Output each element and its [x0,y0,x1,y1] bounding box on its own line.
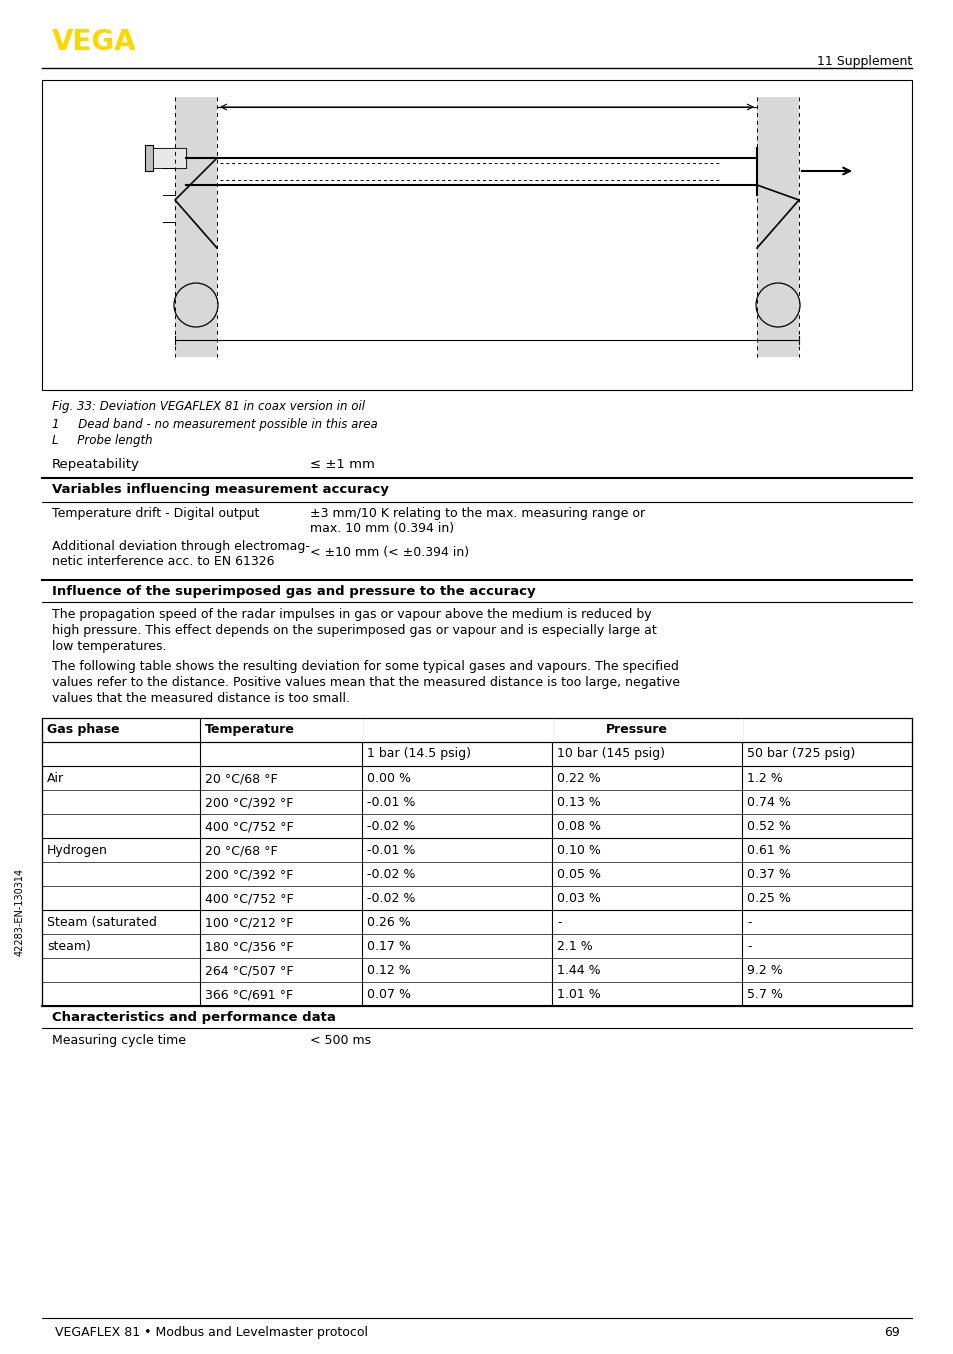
Text: VEGA: VEGA [52,28,136,56]
Bar [174,97,216,357]
Text: values refer to the distance. Positive values mean that the measured distance is: values refer to the distance. Positive v… [52,676,679,689]
Text: 69: 69 [883,1326,899,1339]
Text: low temperatures.: low temperatures. [52,640,167,653]
Text: steam): steam) [47,940,91,953]
Bar [148,148,186,168]
Text: Repeatability: Repeatability [52,458,140,471]
Text: Influence of the superimposed gas and pressure to the accuracy: Influence of the superimposed gas and pr… [52,585,535,598]
Text: 400 °C/752 °F: 400 °C/752 °F [205,892,294,904]
Text: 0.37 %: 0.37 % [746,868,790,881]
Text: Temperature drift - Digital output: Temperature drift - Digital output [52,506,259,520]
Bar [757,97,799,357]
Text: ≤ ±1 mm: ≤ ±1 mm [310,458,375,471]
Text: 180 °C/356 °F: 180 °C/356 °F [205,940,294,953]
Text: Measuring cycle time: Measuring cycle time [52,1034,186,1047]
Text: 0.08 %: 0.08 % [557,821,600,833]
Text: 0.03 %: 0.03 % [557,892,600,904]
Text: -0.02 %: -0.02 % [367,821,415,833]
Text: 1.01 %: 1.01 % [557,988,600,1001]
Text: 0.74 %: 0.74 % [746,796,790,808]
Text: -0.01 %: -0.01 % [367,844,415,857]
Text: 200 °C/392 °F: 200 °C/392 °F [205,796,294,808]
Text: 264 °C/507 °F: 264 °C/507 °F [205,964,294,978]
Text: high pressure. This effect depends on the superimposed gas or vapour and is espe: high pressure. This effect depends on th… [52,624,656,636]
Text: 50 bar (725 psig): 50 bar (725 psig) [746,747,854,760]
Text: 1 bar (14.5 psig): 1 bar (14.5 psig) [367,747,471,760]
Text: 0.61 %: 0.61 % [746,844,790,857]
Text: 1.2 %: 1.2 % [746,772,781,785]
Bar [152,148,186,168]
Text: Fig. 33: Deviation VEGAFLEX 81 in coax version in oil: Fig. 33: Deviation VEGAFLEX 81 in coax v… [52,399,365,413]
Text: Characteristics and performance data: Characteristics and performance data [52,1011,335,1024]
Text: 0.17 %: 0.17 % [367,940,411,953]
Text: Additional deviation through electromag-
netic interference acc. to EN 61326: Additional deviation through electromag-… [52,540,310,567]
Text: 11 Supplement: 11 Supplement [816,56,911,68]
Text: 0.07 %: 0.07 % [367,988,411,1001]
Text: 400 °C/752 °F: 400 °C/752 °F [205,821,294,833]
Text: Temperature: Temperature [205,723,294,737]
Bar [42,718,911,1006]
Text: -: - [557,917,561,929]
Text: < ±10 mm (< ±0.394 in): < ±10 mm (< ±0.394 in) [310,546,469,559]
Text: 1     Dead band - no measurement possible in this area: 1 Dead band - no measurement possible in… [52,418,377,431]
Text: Air: Air [47,772,64,785]
Text: Variables influencing measurement accuracy: Variables influencing measurement accura… [52,483,389,496]
Text: Steam (saturated: Steam (saturated [47,917,156,929]
Text: 9.2 %: 9.2 % [746,964,781,978]
Text: < 500 ms: < 500 ms [310,1034,371,1047]
Bar [145,145,152,171]
Text: 10 bar (145 psig): 10 bar (145 psig) [557,747,664,760]
Text: 5.7 %: 5.7 % [746,988,782,1001]
Text: -0.02 %: -0.02 % [367,868,415,881]
Text: 20 °C/68 °F: 20 °C/68 °F [205,844,277,857]
Text: -0.01 %: -0.01 % [367,796,415,808]
Text: The following table shows the resulting deviation for some typical gases and vap: The following table shows the resulting … [52,659,679,673]
Text: Hydrogen: Hydrogen [47,844,108,857]
Text: 0.10 %: 0.10 % [557,844,600,857]
Text: 20 °C/68 °F: 20 °C/68 °F [205,772,277,785]
Text: -: - [746,940,751,953]
Text: 0.12 %: 0.12 % [367,964,411,978]
Text: L     Probe length: L Probe length [52,435,152,447]
Text: 42283-EN-130314: 42283-EN-130314 [15,868,25,956]
Text: The propagation speed of the radar impulses in gas or vapour above the medium is: The propagation speed of the radar impul… [52,608,651,621]
Text: -: - [746,917,751,929]
Text: Gas phase: Gas phase [47,723,119,737]
Text: values that the measured distance is too small.: values that the measured distance is too… [52,692,350,705]
Text: 0.05 %: 0.05 % [557,868,600,881]
Bar [42,80,911,390]
Text: 100 °C/212 °F: 100 °C/212 °F [205,917,294,929]
Text: 0.52 %: 0.52 % [746,821,790,833]
Text: 366 °C/691 °F: 366 °C/691 °F [205,988,293,1001]
Text: -0.02 %: -0.02 % [367,892,415,904]
Text: 200 °C/392 °F: 200 °C/392 °F [205,868,294,881]
Text: 1.44 %: 1.44 % [557,964,600,978]
Text: 0.22 %: 0.22 % [557,772,600,785]
Text: 0.26 %: 0.26 % [367,917,411,929]
Text: Pressure: Pressure [605,723,667,737]
Text: 0.25 %: 0.25 % [746,892,790,904]
Text: 0.13 %: 0.13 % [557,796,600,808]
Text: VEGAFLEX 81 • Modbus and Levelmaster protocol: VEGAFLEX 81 • Modbus and Levelmaster pro… [55,1326,368,1339]
Text: 2.1 %: 2.1 % [557,940,592,953]
Text: ±3 mm/10 K relating to the max. measuring range or
max. 10 mm (0.394 in): ±3 mm/10 K relating to the max. measurin… [310,506,644,535]
Text: 0.00 %: 0.00 % [367,772,411,785]
